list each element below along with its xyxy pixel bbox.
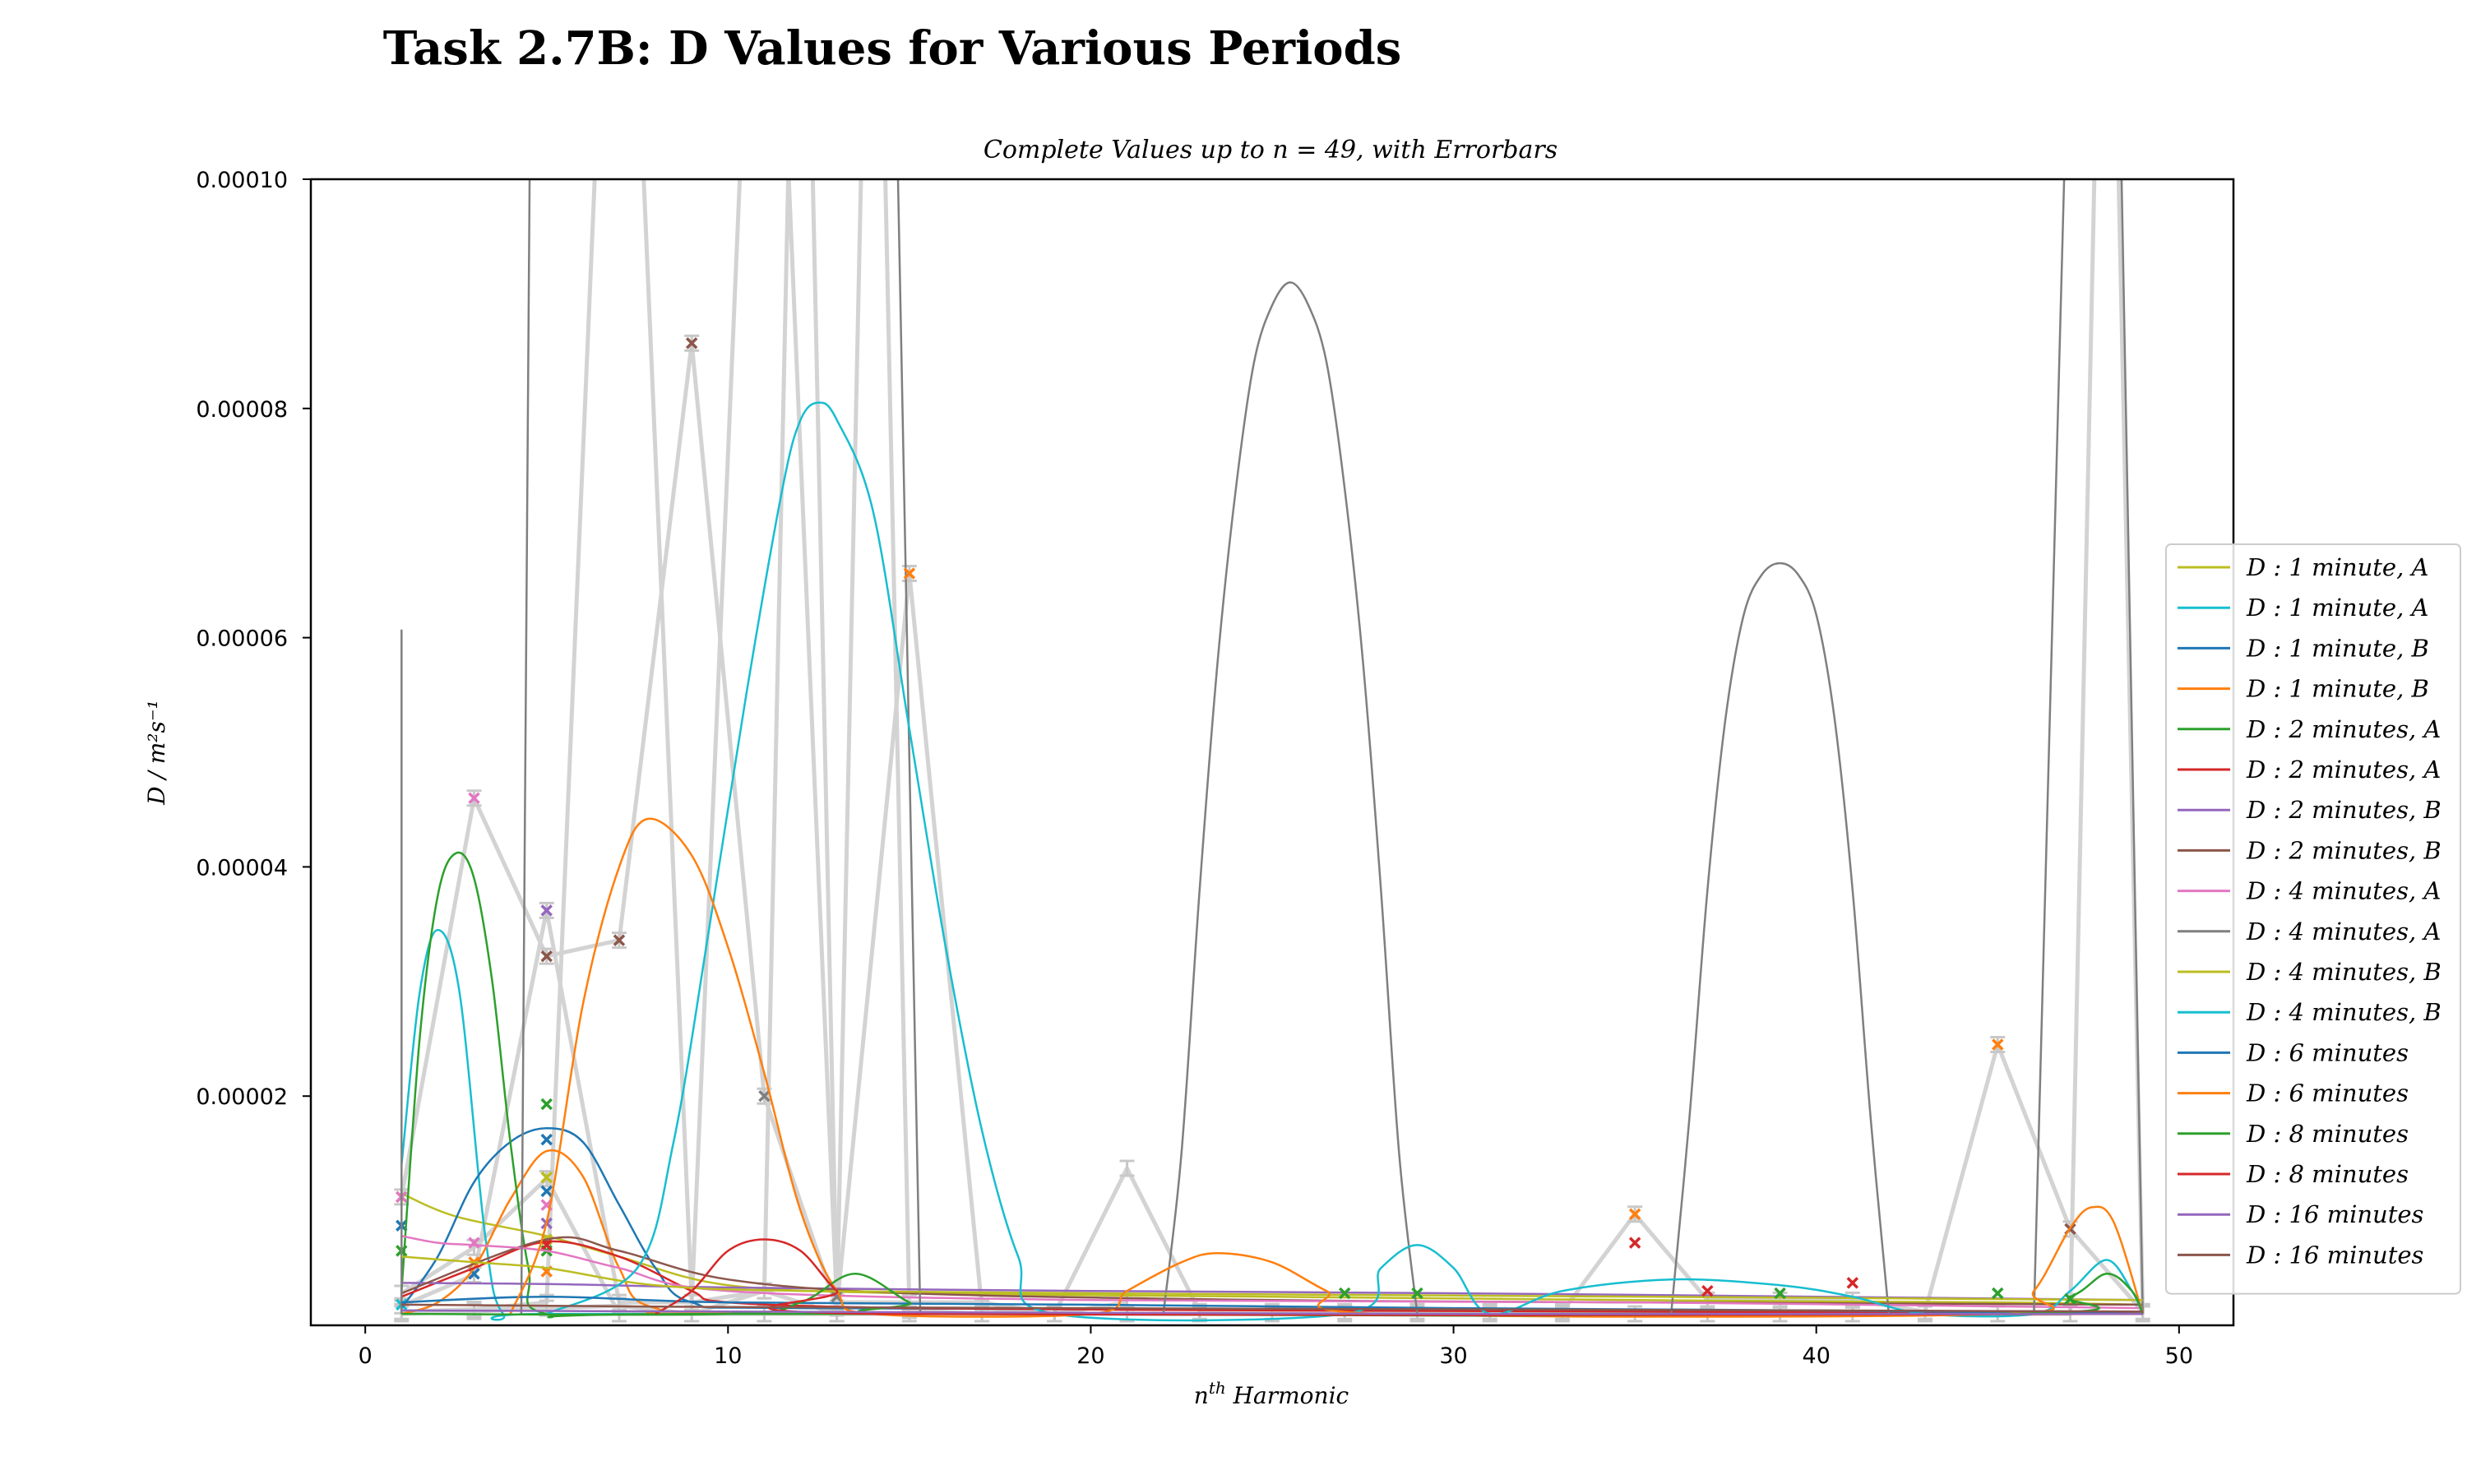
legend-entry: D : 6 minutes xyxy=(2246,1038,2409,1066)
series-marker-2 xyxy=(540,1185,553,1198)
series-line-13 xyxy=(509,817,2144,1318)
series-marker-8 xyxy=(468,1237,480,1249)
errorbar-line-0 xyxy=(399,340,2145,1316)
x-tick-label: 40 xyxy=(1803,1343,1831,1369)
plot-area xyxy=(394,179,2150,1323)
legend-entry: D : 1 minute, A xyxy=(2246,594,2428,622)
series-line-9-segment-1 xyxy=(520,179,531,1315)
series-line-9-segment-4 xyxy=(1669,562,1891,1315)
series-marker-14 xyxy=(1774,1287,1786,1300)
x-axis-label-rest: Harmonic xyxy=(1226,1382,1349,1409)
series-marker-6 xyxy=(540,904,553,917)
x-axis-label: nth Harmonic xyxy=(1194,1378,1349,1409)
series-line-16 xyxy=(401,1309,2143,1315)
series-marker-4 xyxy=(540,1098,553,1111)
y-tick-label: 0.00006 xyxy=(196,626,288,652)
series-marker-14 xyxy=(1411,1287,1423,1300)
y-tick-label: 0.00008 xyxy=(196,397,288,423)
legend-entry: D : 2 minutes, B xyxy=(2246,836,2442,864)
series-marker-15 xyxy=(1701,1284,1714,1297)
legend-entry: D : 16 minutes xyxy=(2246,1200,2423,1228)
y-tick-label: 0.00002 xyxy=(196,1084,288,1110)
series-marker-9 xyxy=(831,1290,843,1303)
plot-frame xyxy=(309,178,2235,1327)
series-marker-8 xyxy=(468,792,480,804)
y-axis-ticks: 0.00002 0.00004 0.00006 0.00008 0.00010 xyxy=(196,168,311,1110)
legend-entry: D : 4 minutes, B xyxy=(2246,958,2442,986)
errorbar-line-3 xyxy=(401,179,1055,1316)
legend-box xyxy=(2165,543,2461,1295)
series-line-9-segment-3 xyxy=(1162,281,1419,1315)
x-axis-label-sup: th xyxy=(1209,1378,1226,1398)
legend-entry: D : 1 minute, B xyxy=(2246,675,2429,703)
series-marker-13 xyxy=(1992,1038,2004,1051)
legend-entry: D : 1 minute, A xyxy=(2246,553,2428,581)
legend: D : 1 minute, A D : 1 minute, A D : 1 minu… xyxy=(2165,543,2461,1295)
x-axis-ticks: 0 10 20 30 40 50 xyxy=(359,1325,2193,1369)
legend-entry: D : 4 minutes, B xyxy=(2246,998,2442,1026)
series-marker-5 xyxy=(1846,1277,1859,1289)
series-marker-14 xyxy=(2064,1292,2076,1306)
chart-title: Task 2.7B: D Values for Various Periods xyxy=(383,21,1402,76)
x-tick-label: 50 xyxy=(2165,1343,2193,1369)
chart-subtitle: Complete Values up to n = 49, with Error… xyxy=(984,136,1557,164)
legend-entry: D : 16 minutes xyxy=(2246,1241,2423,1269)
series-marker-10 xyxy=(540,1171,553,1184)
series-marker-13 xyxy=(1628,1208,1641,1221)
series-marker-5 xyxy=(1628,1237,1641,1249)
x-axis-label-n: n xyxy=(1194,1382,1209,1409)
x-tick-label: 10 xyxy=(714,1343,742,1369)
legend-entry: D : 4 minutes, A xyxy=(2246,877,2441,905)
series-line-9-segment-5 xyxy=(2033,179,2066,1315)
legend-entry: D : 4 minutes, A xyxy=(2246,918,2441,945)
series-line-9-segment-2 xyxy=(896,179,922,1315)
series-marker-7 xyxy=(613,934,626,946)
series-marker-7 xyxy=(685,337,698,349)
series-line-11 xyxy=(546,401,2144,1322)
legend-entry: D : 1 minute, B xyxy=(2246,634,2429,662)
legend-entry: D : 8 minutes xyxy=(2246,1120,2409,1148)
series-marker-7 xyxy=(540,950,553,963)
x-tick-label: 0 xyxy=(359,1343,373,1369)
series-marker-14 xyxy=(1338,1287,1351,1300)
series-line-0 xyxy=(400,1192,2143,1306)
series-line-9-segment-6 xyxy=(2120,179,2144,1315)
series-marker-2 xyxy=(540,1133,553,1146)
series-line-17 xyxy=(401,1303,2143,1313)
errorbar-line-1 xyxy=(400,179,1127,1316)
legend-entry: D : 2 minutes, B xyxy=(2246,796,2442,824)
y-axis-label: D / m²s⁻¹ xyxy=(143,700,170,806)
series-marker-13 xyxy=(903,567,916,580)
y-tick-label: 0.00010 xyxy=(196,168,288,193)
legend-entry: D : 8 minutes xyxy=(2246,1160,2409,1188)
y-tick-label: 0.00004 xyxy=(196,855,288,881)
legend-entry: D : 2 minutes, A xyxy=(2246,756,2441,784)
series-line-15 xyxy=(655,1238,2143,1317)
series-line-2 xyxy=(400,1126,2143,1313)
series-marker-5 xyxy=(540,1239,553,1251)
legend-entry: D : 6 minutes xyxy=(2246,1079,2409,1107)
series-line-10 xyxy=(401,1255,2143,1301)
x-tick-label: 30 xyxy=(1439,1343,1467,1369)
series-marker-9 xyxy=(758,1089,771,1103)
errorbar-cap xyxy=(1119,1159,1135,1177)
x-tick-label: 20 xyxy=(1076,1343,1104,1369)
series-marker-14 xyxy=(1992,1287,2004,1300)
series-line-8 xyxy=(401,1235,2143,1310)
series-marker-2 xyxy=(468,1268,480,1280)
series-line-6 xyxy=(401,1282,2143,1301)
legend-entry: D : 2 minutes, A xyxy=(2246,715,2441,743)
